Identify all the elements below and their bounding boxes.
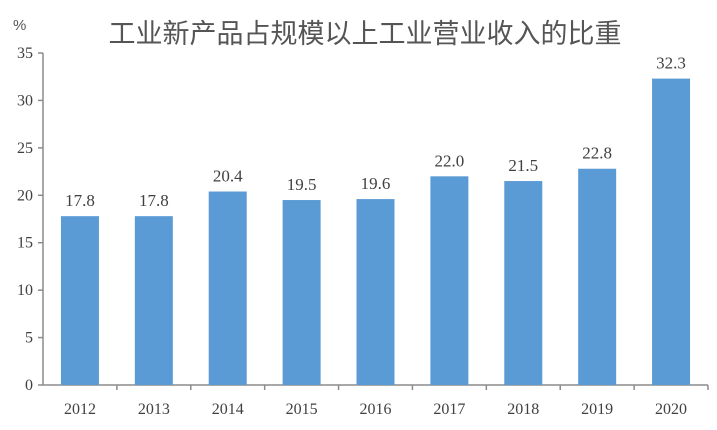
y-tick-label: 0	[25, 377, 33, 394]
bar-series	[60, 78, 691, 386]
bar-2015	[282, 200, 321, 385]
data-label-2020: 32.3	[656, 54, 686, 73]
y-axis: 0 5 10 15 20 25 30 35	[17, 45, 44, 394]
data-labels: 17.8 17.8 20.4 19.5 19.6 22.0 21.5 22.8 32.3	[65, 54, 686, 211]
data-label-2017: 22.0	[435, 151, 465, 170]
bar-2018	[504, 181, 543, 385]
chart-title: 工业新产品占规模以上工业营业收入的比重	[109, 19, 622, 50]
data-label-2015: 19.5	[287, 175, 317, 194]
x-tick-label: 2019	[581, 401, 613, 418]
data-label-2018: 21.5	[508, 156, 538, 175]
data-label-2019: 22.8	[582, 144, 612, 163]
x-tick-label: 2014	[212, 401, 244, 418]
y-tick-label: 25	[17, 140, 33, 157]
data-label-2013: 17.8	[139, 191, 169, 210]
y-tick-label: 5	[25, 330, 33, 347]
bar-2013	[134, 216, 173, 385]
data-label-2014: 20.4	[213, 166, 243, 185]
bar-2017	[430, 176, 469, 385]
y-tick-label: 30	[17, 92, 33, 109]
bar-2020	[652, 78, 691, 386]
x-tick-label: 2016	[360, 401, 392, 418]
data-label-2016: 19.6	[361, 174, 391, 193]
data-label-2012: 17.8	[65, 191, 95, 210]
x-tick-label: 2015	[286, 401, 318, 418]
bar-2012	[60, 216, 99, 385]
x-tick-label: 2020	[655, 401, 687, 418]
bar-2019	[578, 168, 617, 385]
bar-2014	[208, 191, 247, 385]
bar-2016	[356, 199, 395, 385]
x-axis: 2012 2013 2014 2015 2016 2017 2018 2019 2020	[43, 384, 709, 418]
x-tick-label: 2017	[433, 401, 465, 418]
y-tick-label: 20	[17, 187, 33, 204]
y-tick-label: 35	[17, 45, 33, 62]
y-axis-unit: %	[13, 17, 26, 34]
y-tick-label: 15	[17, 235, 33, 252]
x-tick-label: 2018	[507, 401, 539, 418]
y-tick-label: 10	[17, 282, 33, 299]
x-tick-label: 2013	[138, 401, 170, 418]
x-tick-label: 2012	[64, 401, 96, 418]
